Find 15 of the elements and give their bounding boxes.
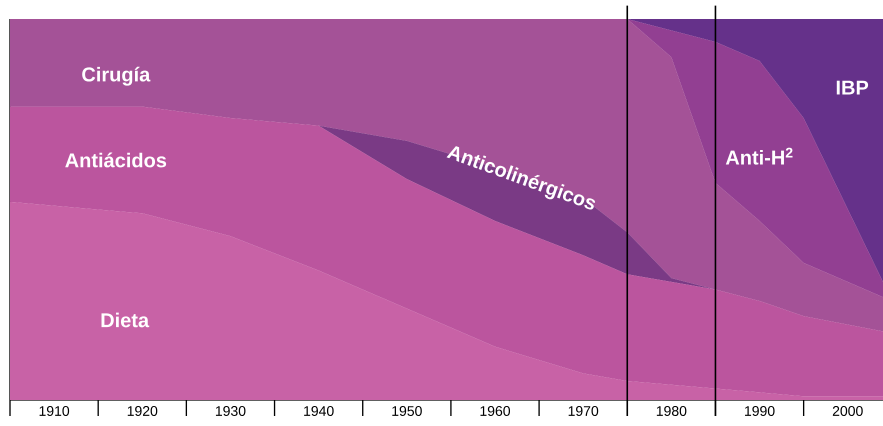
- x-tick-label: 1970: [568, 406, 598, 416]
- series-label: Dieta: [102, 312, 150, 328]
- x-tick-label: 1960: [480, 406, 510, 416]
- x-tick-label: 1940: [304, 406, 334, 416]
- x-tick-label: 1930: [216, 406, 246, 416]
- x-tick-label: 1990: [745, 406, 775, 416]
- series-label: Cirugía: [82, 66, 150, 86]
- x-tick-label: 1910: [40, 406, 70, 416]
- series-label: Antiácidos: [65, 152, 166, 168]
- x-tick-label: 2000: [832, 406, 863, 416]
- series-label: IBP: [836, 80, 868, 94]
- series-label: Anti-H$^{2}$: [726, 148, 793, 165]
- x-tick-label: 1980: [656, 406, 686, 416]
- x-tick-label: 1950: [392, 406, 422, 416]
- x-tick-label: 1920: [128, 406, 158, 416]
